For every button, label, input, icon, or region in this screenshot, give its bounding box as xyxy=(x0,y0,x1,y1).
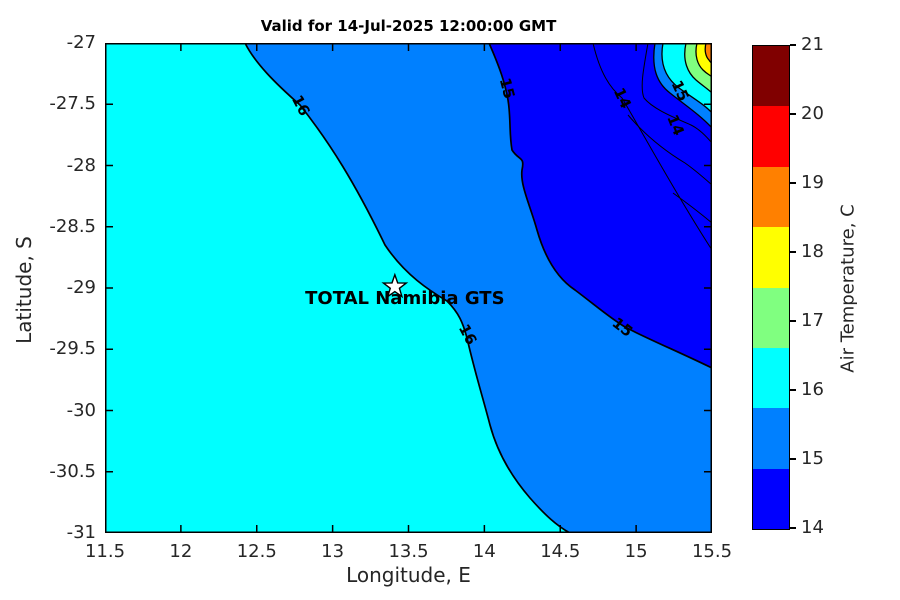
contour-line-16 xyxy=(244,42,571,534)
star-icon xyxy=(381,272,409,299)
y-tick-label: -30.5 xyxy=(49,460,96,482)
colorbar-tick-label: 19 xyxy=(801,172,824,193)
corner-line-17 xyxy=(684,42,713,94)
x-tick-label: 12.5 xyxy=(236,541,277,562)
chart-title: Valid for 14-Jul-2025 12:00:00 GMT xyxy=(260,17,557,35)
colorbar-band xyxy=(753,45,789,107)
corner-line-18 xyxy=(695,42,713,78)
y-tick-label: -29 xyxy=(66,277,96,298)
y-tick-label: -28.5 xyxy=(49,215,96,237)
colorbar-tick-mark xyxy=(790,182,796,184)
corner-line-15 xyxy=(653,42,713,129)
x-axis-label: Longitude, E xyxy=(346,563,471,587)
plot-frame xyxy=(105,43,712,533)
corner-line-16 xyxy=(661,42,713,114)
colorbar-band xyxy=(753,347,789,409)
colorbar-tick-mark xyxy=(790,458,796,460)
colorbar-tick-label: 20 xyxy=(801,103,824,124)
contour-line-14b xyxy=(641,42,713,144)
y-axis-label: Latitude, S xyxy=(12,236,36,344)
x-tick-label: 13.5 xyxy=(388,541,429,562)
colorbar xyxy=(752,45,790,530)
colorbar-band xyxy=(753,468,789,529)
contour-lines-14 xyxy=(592,42,713,251)
colorbar-tick-mark xyxy=(790,527,796,529)
colorbar-tick-mark xyxy=(790,320,796,322)
x-tick-label: 15 xyxy=(624,541,648,562)
station-label: TOTAL Namibia GTS xyxy=(305,288,504,309)
colorbar-tick-label: 14 xyxy=(801,517,824,538)
corner-band-19 xyxy=(705,43,712,64)
colorbar-tick-mark xyxy=(790,389,796,391)
fill-band-14 xyxy=(489,43,712,368)
x-tick-label: 12 xyxy=(169,541,193,562)
contour-label-15: 15 xyxy=(496,76,519,101)
colorbar-tick-mark xyxy=(790,44,796,46)
x-tick-label: 13 xyxy=(321,541,345,562)
colorbar-tick-label: 18 xyxy=(801,241,824,262)
y-tick-label: -27.5 xyxy=(49,93,96,115)
y-tick-label: -31 xyxy=(66,522,96,543)
contour-line-14d xyxy=(672,192,713,224)
colorbar-tick-label: 15 xyxy=(801,448,824,469)
x-tick-label: 14.5 xyxy=(540,541,581,562)
plot-area: 16 16 15 15 14 15 14 TOTAL Namibia GTS xyxy=(105,42,713,534)
colorbar-tick-label: 17 xyxy=(801,310,824,331)
colorbar-tick-label: 16 xyxy=(801,379,824,400)
contour-line-14a xyxy=(592,42,713,251)
colorbar-label: Air Temperature, C xyxy=(837,204,859,373)
colorbar-band xyxy=(753,287,789,348)
colorbar-tick-mark xyxy=(790,251,796,253)
x-tick-label: 15.5 xyxy=(691,541,733,562)
colorbar-band xyxy=(753,105,789,167)
x-tick-label: 14 xyxy=(472,541,496,562)
colorbar-band xyxy=(753,407,789,469)
axis-edge-ticks xyxy=(106,44,711,532)
contour-line-15 xyxy=(488,42,713,369)
contour-lines xyxy=(244,42,713,534)
y-tick-label: -28 xyxy=(66,154,96,176)
colorbar-band xyxy=(753,166,789,228)
y-tick-label: -29.5 xyxy=(49,338,96,360)
y-tick-label: -27 xyxy=(66,32,96,53)
station-star-marker xyxy=(381,272,409,299)
contour-line-14c xyxy=(627,114,713,186)
colorbar-band xyxy=(753,226,789,288)
y-tick-label: -30 xyxy=(66,399,96,421)
colorbar-tick-mark xyxy=(790,113,796,115)
colorbar-tick-label: 21 xyxy=(801,34,824,55)
x-tick-label: 11.5 xyxy=(84,541,126,562)
